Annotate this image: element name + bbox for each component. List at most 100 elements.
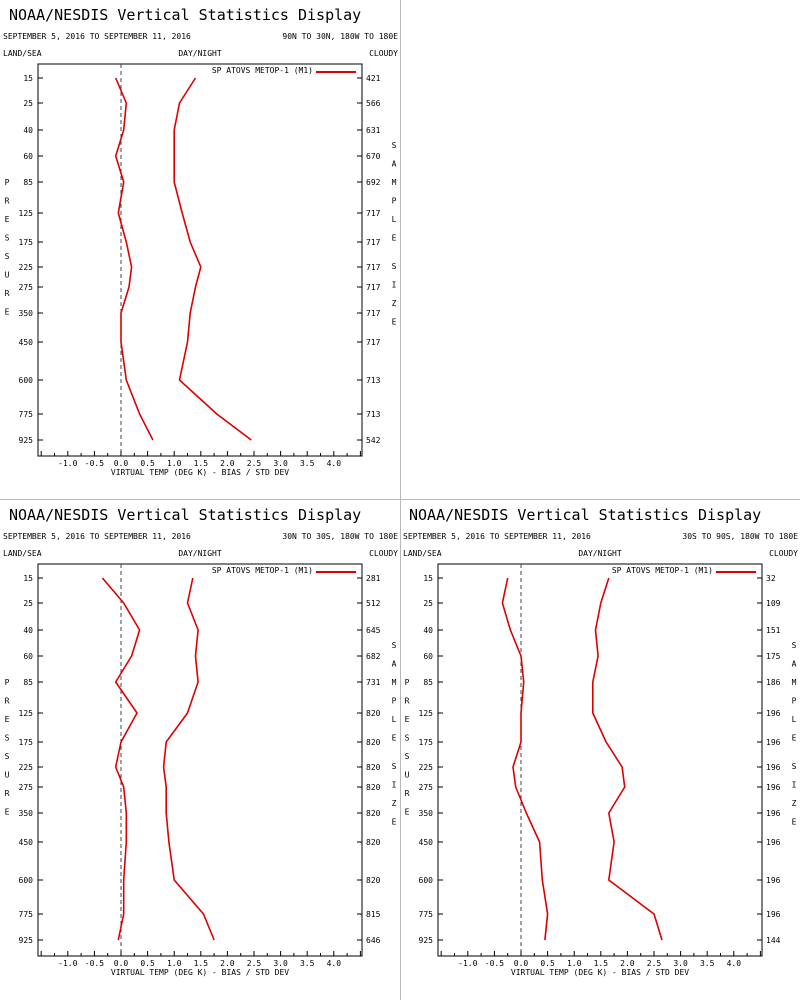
sample-size-label: 717 <box>366 283 381 292</box>
pressure-level-label: 350 <box>19 809 34 818</box>
pressure-level-label: 25 <box>23 99 33 108</box>
sample-size-label: 820 <box>366 838 381 847</box>
sample-size-label: 196 <box>766 910 781 919</box>
sample-size-label: 32 <box>766 574 776 583</box>
sample-size-label: 196 <box>766 876 781 885</box>
sample-size-label: 186 <box>766 678 781 687</box>
y-axis-label-letter: E <box>405 715 410 724</box>
x-tick-label: -1.0 <box>58 459 77 468</box>
y2-axis-label-letter: E <box>792 818 797 827</box>
y-axis-label-letter: E <box>5 808 10 817</box>
pressure-level-label: 125 <box>419 709 434 718</box>
pressure-level-label: 40 <box>23 626 33 635</box>
y-axis-label-letter: S <box>405 734 410 743</box>
panel-divider-horizontal <box>0 499 800 500</box>
pressure-level-label: 60 <box>423 652 433 661</box>
y2-axis-label-letter: M <box>792 678 797 687</box>
sample-size-label: 717 <box>366 263 381 272</box>
y2-axis-label-letter: I <box>792 781 797 790</box>
date-range: SEPTEMBER 5, 2016 TO SEPTEMBER 11, 2016 <box>3 532 191 541</box>
plot-frame <box>37 563 363 957</box>
pressure-level-label: 175 <box>19 238 34 247</box>
pressure-level-label: 275 <box>419 783 434 792</box>
y-axis-label-letter: P <box>5 678 10 687</box>
corner-label-land-sea: LAND/SEA <box>3 49 42 58</box>
pressure-level-label: 450 <box>19 338 34 347</box>
x-tick-label: 4.0 <box>327 959 342 968</box>
sample-size-label: 645 <box>366 626 381 635</box>
pressure-level-label: 600 <box>19 876 34 885</box>
y2-axis-label-letter: P <box>392 697 397 706</box>
y-axis-label-letter: U <box>405 771 410 780</box>
legend-label: SP ATOVS METOP-1 (M1) <box>612 566 713 575</box>
pressure-level-label: 85 <box>23 178 33 187</box>
y2-axis-label-letter: Z <box>392 299 397 308</box>
chart-title: NOAA/NESDIS Vertical Statistics Display <box>9 506 361 524</box>
y-axis-label-letter: R <box>5 289 10 298</box>
y2-axis-label-letter: P <box>392 197 397 206</box>
sample-size-label: 717 <box>366 309 381 318</box>
y2-axis-label-letter: M <box>392 678 397 687</box>
panel-divider-vertical <box>400 0 401 1000</box>
pressure-level-label: 925 <box>419 936 434 945</box>
sample-size-label: 692 <box>366 178 381 187</box>
pressure-level-label: 925 <box>19 436 34 445</box>
std_dev-series-line <box>592 577 663 941</box>
x-tick-label: 1.0 <box>167 959 182 968</box>
pressure-level-label: 125 <box>19 709 34 718</box>
corner-label-land-sea: LAND/SEA <box>3 549 42 558</box>
sample-size-label: 631 <box>366 126 381 135</box>
sample-size-label: 682 <box>366 652 381 661</box>
region-label: 30S TO 90S, 180W TO 180E <box>682 532 798 541</box>
chart-title: NOAA/NESDIS Vertical Statistics Display <box>409 506 761 524</box>
y-axis-label-letter: S <box>5 252 10 261</box>
corner-label-land-sea: LAND/SEA <box>403 549 442 558</box>
pressure-level-label: 775 <box>419 910 434 919</box>
pressure-level-label: 450 <box>19 838 34 847</box>
sample-size-label: 151 <box>766 626 781 635</box>
pressure-level-label: 175 <box>419 738 434 747</box>
sample-size-label: 713 <box>366 410 381 419</box>
pressure-level-label: 25 <box>423 599 433 608</box>
pressure-level-label: 350 <box>419 809 434 818</box>
bias-series-line <box>101 577 141 941</box>
sample-size-label: 109 <box>766 599 781 608</box>
y2-axis-label-letter: S <box>392 141 397 150</box>
sample-size-label: 196 <box>766 783 781 792</box>
corner-label-day-night: DAY/NIGHT <box>178 49 222 58</box>
y2-axis-label-letter: E <box>792 734 797 743</box>
legend-label: SP ATOVS METOP-1 (M1) <box>212 566 313 575</box>
date-range: SEPTEMBER 5, 2016 TO SEPTEMBER 11, 2016 <box>3 32 191 41</box>
sample-size-label: 646 <box>366 936 381 945</box>
sample-size-label: 196 <box>766 809 781 818</box>
pressure-level-label: 60 <box>23 652 33 661</box>
std_dev-series-line <box>162 577 215 941</box>
x-tick-label: 4.0 <box>727 959 742 968</box>
x-axis-label: VIRTUAL TEMP (DEG K) - BIAS / STD DEV <box>511 968 689 977</box>
y-axis-label-letter: P <box>405 678 410 687</box>
x-tick-label: 2.5 <box>247 959 262 968</box>
sample-size-label: 820 <box>366 709 381 718</box>
y2-axis-label-letter: L <box>392 715 397 724</box>
std_dev-series-line <box>173 77 252 441</box>
pressure-level-label: 350 <box>19 309 34 318</box>
sample-size-label: 717 <box>366 238 381 247</box>
x-tick-label: 1.5 <box>594 959 609 968</box>
x-axis-label: VIRTUAL TEMP (DEG K) - BIAS / STD DEV <box>111 968 289 977</box>
y2-axis-label-letter: S <box>792 641 797 650</box>
y-axis-label-letter: U <box>5 771 10 780</box>
y-axis-label-letter: E <box>5 215 10 224</box>
sample-size-label: 820 <box>366 738 381 747</box>
x-tick-label: 2.0 <box>220 959 235 968</box>
y2-axis-label-letter: S <box>392 762 397 771</box>
bias-series-line <box>501 577 549 941</box>
y2-axis-label-letter: S <box>792 762 797 771</box>
x-tick-label: -0.5 <box>85 459 104 468</box>
y2-axis-label-letter: P <box>792 697 797 706</box>
y2-axis-label-letter: I <box>392 781 397 790</box>
x-tick-label: 3.5 <box>300 459 315 468</box>
x-tick-label: 0.0 <box>114 459 129 468</box>
x-tick-label: 1.0 <box>167 459 182 468</box>
pressure-level-label: 275 <box>19 283 34 292</box>
sample-size-label: 196 <box>766 709 781 718</box>
